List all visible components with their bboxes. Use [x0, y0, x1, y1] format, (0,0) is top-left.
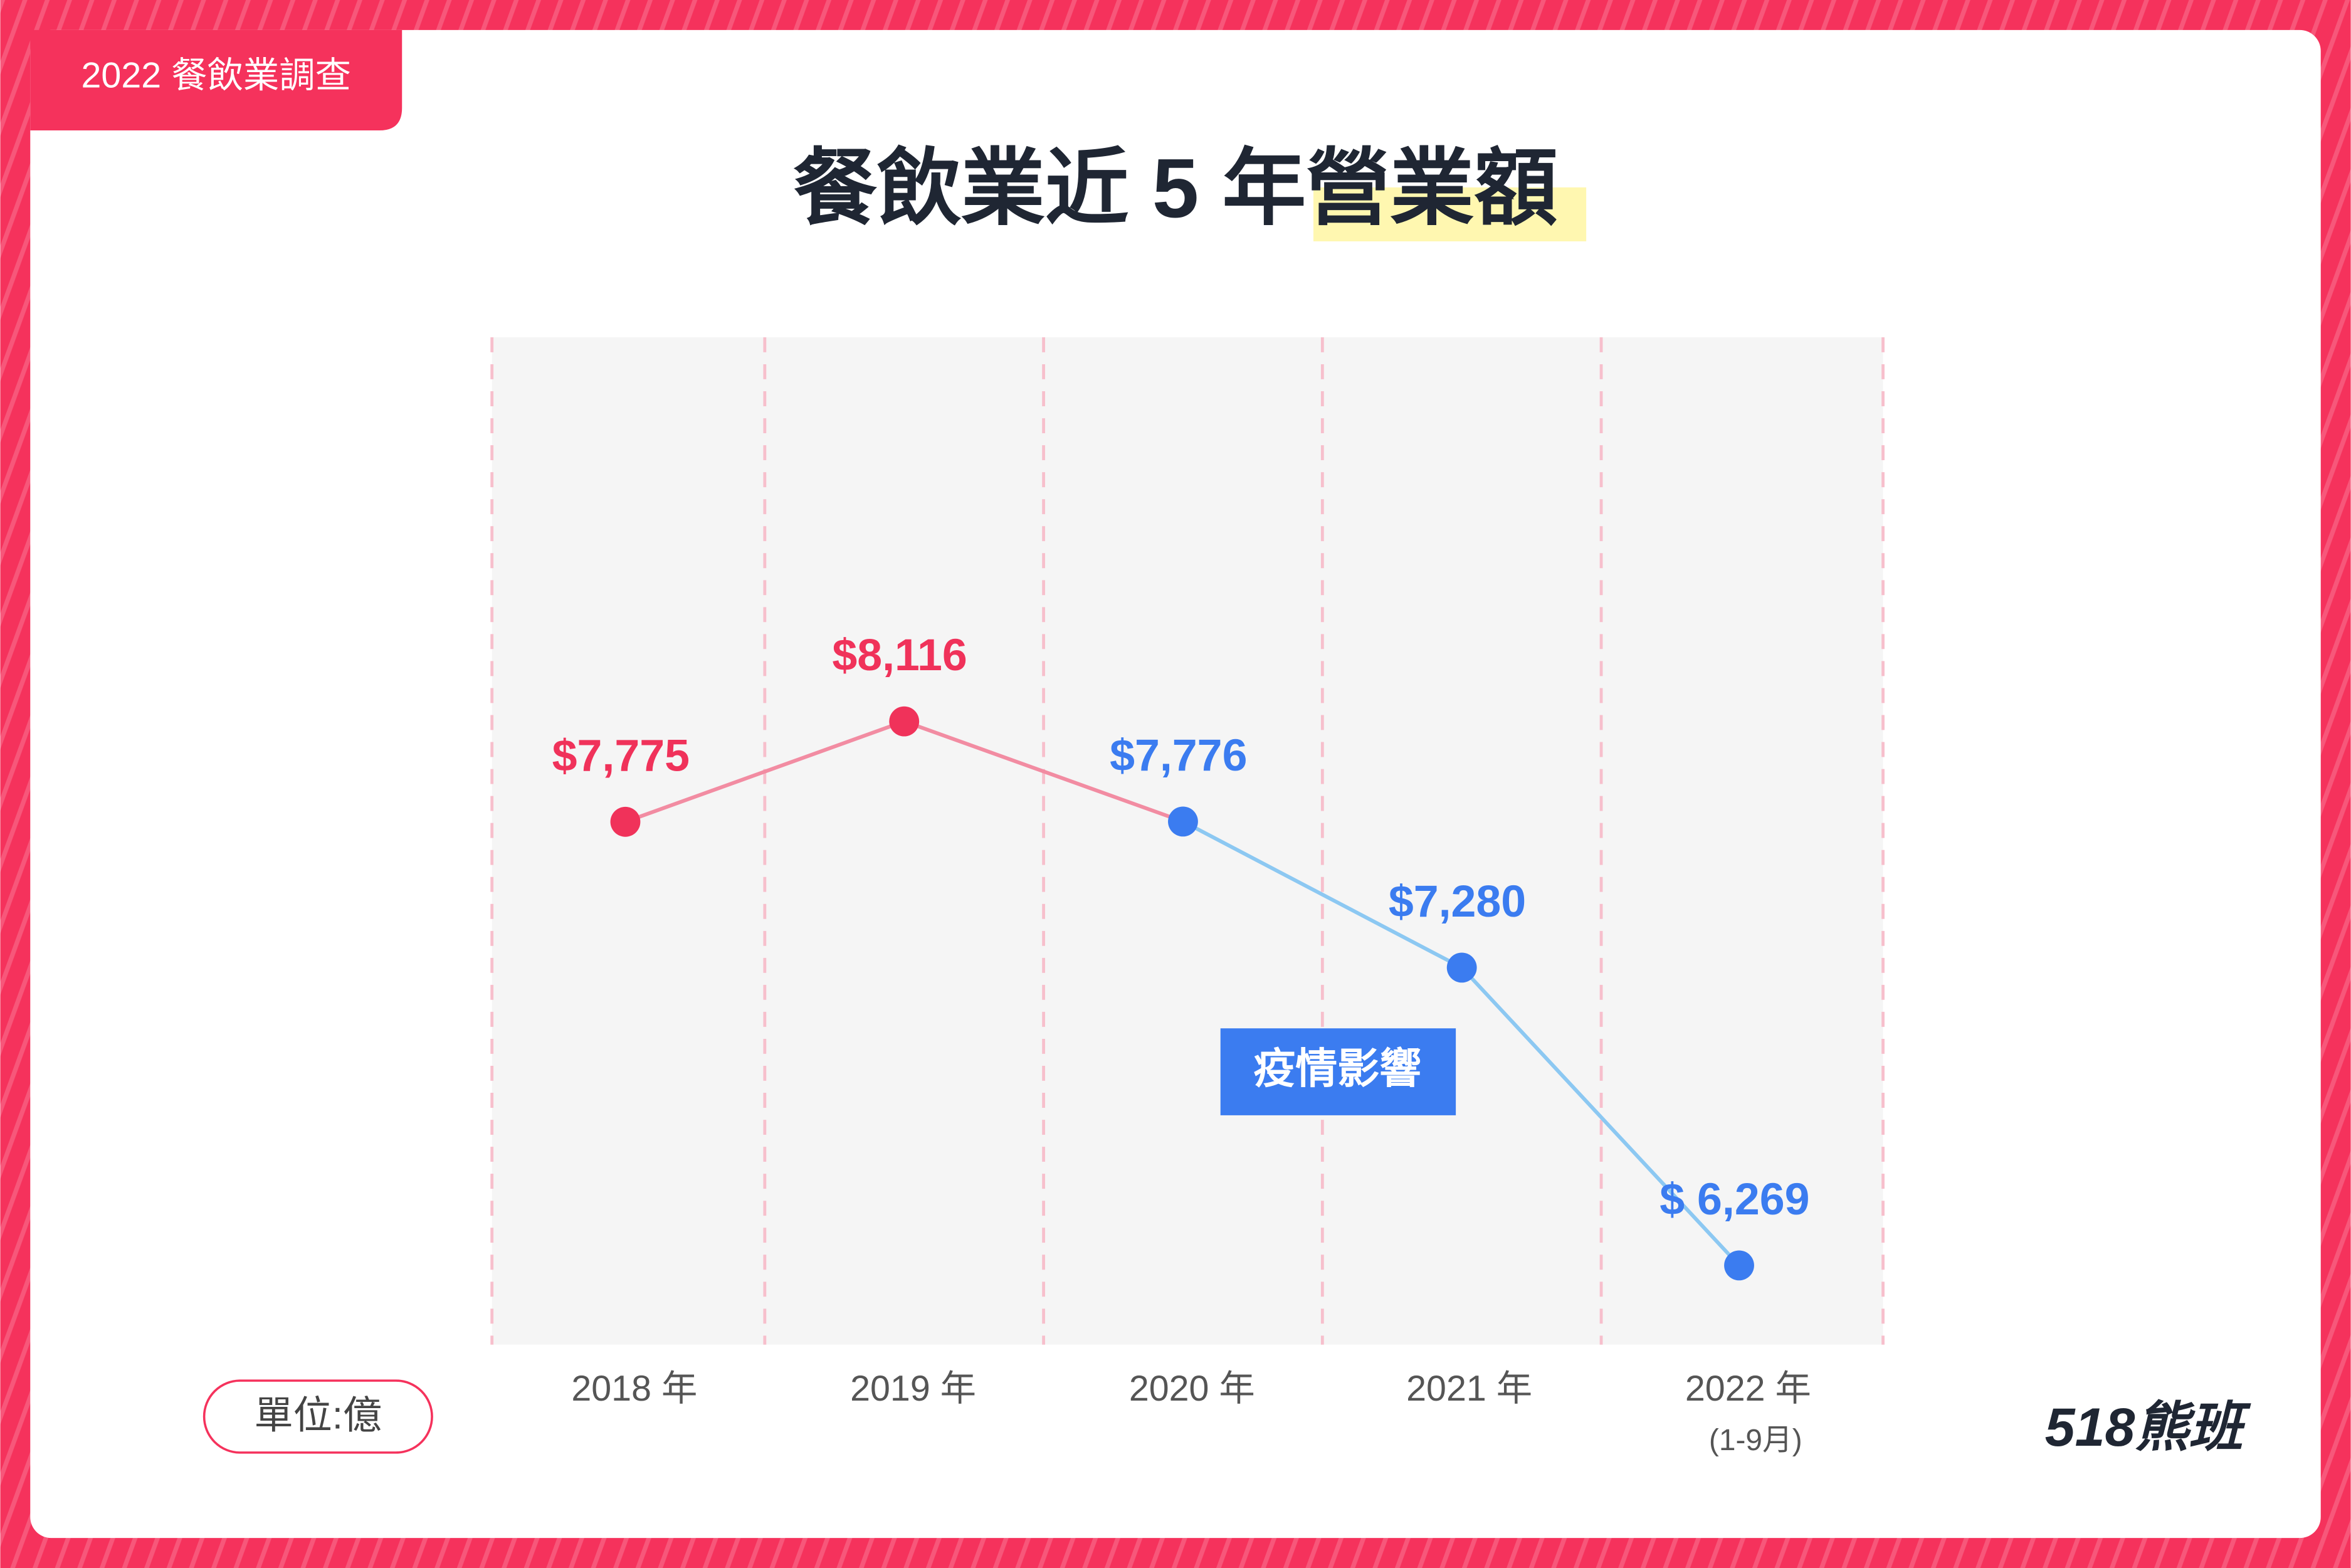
line-segment — [624, 719, 905, 824]
point — [1724, 1250, 1754, 1281]
point — [1446, 952, 1477, 983]
line-segment — [1182, 819, 1463, 970]
value-label: $7,775 — [552, 730, 690, 781]
x-tick-label: 2018 年 — [571, 1369, 697, 1409]
point — [610, 806, 641, 837]
x-tick-label: 2020 年 — [1129, 1369, 1255, 1409]
value-label: $7,776 — [1110, 730, 1247, 781]
unit-box — [202, 1379, 433, 1454]
value-label: $8,116 — [832, 630, 967, 680]
chart-title: 餐飲業近 5 年營業額 — [793, 142, 1558, 235]
badge-bg — [30, 29, 402, 131]
line-segment — [903, 719, 1184, 824]
unit-label: 單位:億 — [254, 1394, 382, 1437]
title-highlight — [1313, 187, 1587, 241]
badge: 2022 餐飲業調查 — [82, 55, 351, 95]
x-tick-note: (1-9月) — [1709, 1424, 1802, 1457]
line-segment — [1460, 966, 1741, 1267]
x-tick-label: 2021 年 — [1406, 1369, 1532, 1409]
annotation: 疫情影響 — [1253, 1045, 1421, 1092]
point — [889, 706, 920, 737]
plot-area — [492, 337, 1883, 1345]
value-label: $7,280 — [1389, 876, 1526, 927]
x-tick-label: 2022 年 — [1685, 1369, 1811, 1409]
logo: 518熊班 — [2045, 1397, 2252, 1458]
annotation-bg — [1220, 1028, 1456, 1115]
x-tick-label: 2019 年 — [850, 1369, 976, 1409]
point — [1168, 806, 1198, 837]
value-label: $ 6,269 — [1659, 1174, 1809, 1224]
